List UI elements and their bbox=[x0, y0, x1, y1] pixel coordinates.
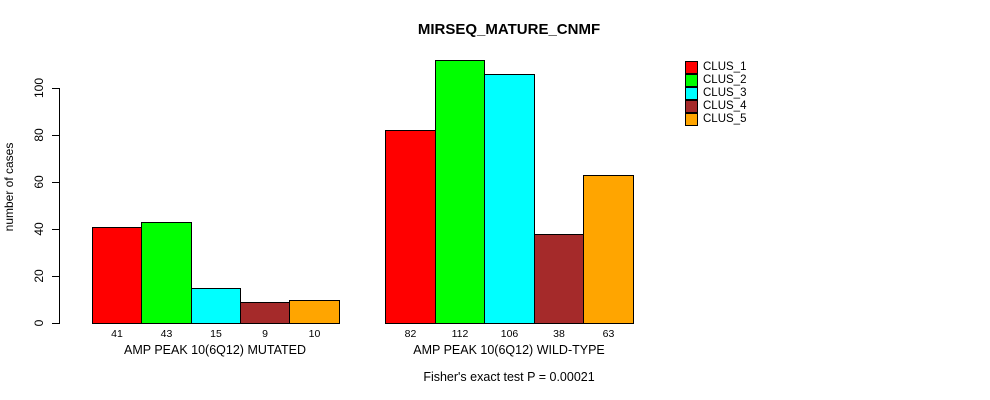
bar-clus_4 bbox=[534, 234, 584, 324]
bar-value-label: 38 bbox=[553, 328, 565, 340]
legend-item-clus_4: CLUS_4 bbox=[685, 100, 746, 113]
bar-clus_4 bbox=[240, 302, 290, 324]
bar-value-label: 43 bbox=[160, 328, 173, 340]
legend-label: CLUS_1 bbox=[703, 61, 747, 73]
legend-swatch-icon bbox=[685, 61, 698, 74]
y-tick-label: 100 bbox=[32, 77, 46, 99]
bar-value-label: 82 bbox=[404, 328, 417, 340]
bar-value-label: 112 bbox=[451, 328, 469, 340]
bar-clus_2 bbox=[435, 60, 485, 324]
bar-clus_1 bbox=[92, 227, 142, 324]
y-tick-mark bbox=[52, 229, 60, 230]
legend-swatch-icon bbox=[685, 113, 698, 126]
footnote: Fisher's exact test P = 0.00021 bbox=[423, 370, 595, 384]
legend: CLUS_1 CLUS_2 CLUS_3 CLUS_4 CLUS_5 bbox=[685, 61, 746, 126]
y-tick-label: 80 bbox=[32, 128, 46, 142]
bar-clus_2 bbox=[141, 222, 192, 324]
bar-clus_5 bbox=[583, 175, 634, 324]
group-label: AMP PEAK 10(6Q12) MUTATED bbox=[124, 343, 306, 357]
y-tick-mark bbox=[52, 276, 60, 277]
group-label: AMP PEAK 10(6Q12) WILD-TYPE bbox=[413, 343, 605, 357]
y-tick-label: 60 bbox=[32, 175, 46, 189]
y-axis-line bbox=[59, 88, 60, 324]
legend-label: CLUS_3 bbox=[703, 87, 747, 99]
y-tick-label: 20 bbox=[32, 269, 46, 283]
bar-clus_3 bbox=[484, 74, 535, 324]
legend-label: CLUS_2 bbox=[703, 74, 747, 86]
legend-item-clus_2: CLUS_2 bbox=[685, 74, 746, 87]
legend-item-clus_3: CLUS_3 bbox=[685, 87, 746, 100]
bar-value-label: 106 bbox=[500, 328, 519, 340]
legend-item-clus_1: CLUS_1 bbox=[685, 61, 746, 74]
y-tick-mark bbox=[52, 88, 60, 89]
bar-clus_1 bbox=[385, 130, 436, 324]
bar-value-label: 63 bbox=[602, 328, 615, 340]
y-tick-mark bbox=[52, 323, 60, 324]
y-tick-label: 40 bbox=[32, 222, 46, 236]
legend-swatch-icon bbox=[685, 74, 698, 87]
chart-title: MIRSEQ_MATURE_CNMF bbox=[417, 21, 601, 38]
bar-value-label: 15 bbox=[210, 328, 222, 340]
bar-value-label: 10 bbox=[308, 328, 321, 340]
y-tick-mark bbox=[52, 135, 60, 136]
bar-clus_5 bbox=[289, 300, 340, 324]
legend-label: CLUS_5 bbox=[703, 113, 747, 125]
legend-swatch-icon bbox=[685, 100, 698, 113]
legend-swatch-icon bbox=[685, 87, 698, 100]
bar-value-label: 9 bbox=[262, 328, 268, 340]
legend-label: CLUS_4 bbox=[703, 100, 747, 112]
bar-value-label: 41 bbox=[111, 328, 123, 340]
bar-clus_3 bbox=[191, 288, 241, 324]
y-tick-mark bbox=[52, 182, 60, 183]
y-axis-label: number of cases bbox=[2, 142, 16, 232]
legend-item-clus_5: CLUS_5 bbox=[685, 113, 746, 126]
y-tick-label: 0 bbox=[32, 319, 46, 327]
